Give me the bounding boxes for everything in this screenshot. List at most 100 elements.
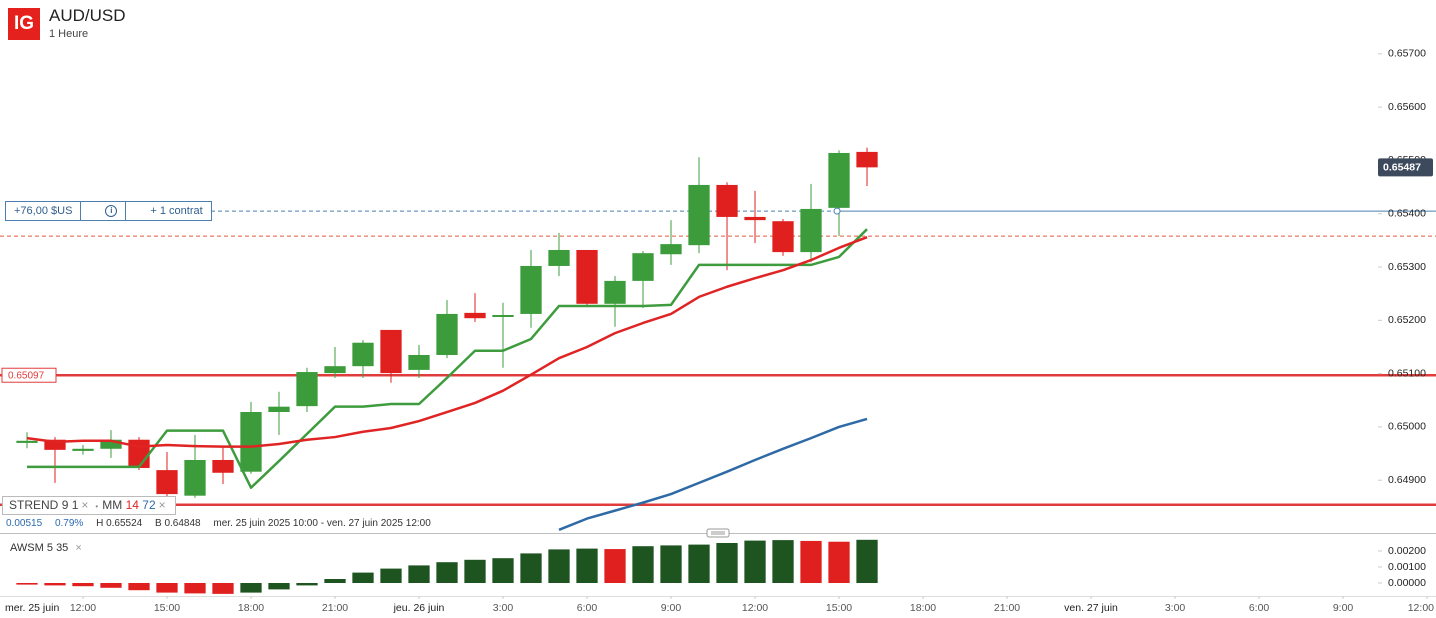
- y-tick-label: 0.64900: [1388, 474, 1426, 486]
- logo: IG: [8, 8, 40, 40]
- remove-button[interactable]: ×: [81, 498, 89, 512]
- legend-param: 9: [61, 498, 69, 512]
- candle-body: [16, 440, 38, 443]
- x-tick-label: 6:00: [577, 602, 598, 614]
- candle-body: [44, 439, 66, 450]
- candle-body: [100, 439, 122, 449]
- y-tick-label: 0.65700: [1388, 48, 1426, 60]
- awsm-bar: [436, 562, 458, 583]
- awsm-bar: [576, 548, 598, 583]
- x-tick-label: 3:00: [493, 602, 514, 614]
- candle-body: [240, 412, 262, 472]
- awsm-bar: [828, 541, 850, 583]
- candle-body: [380, 329, 402, 374]
- x-tick-label: 18:00: [238, 602, 264, 614]
- level-label-box: [1, 367, 57, 383]
- separator: [80, 202, 97, 220]
- position-size: + 1 contrat: [150, 205, 203, 217]
- candle-body: [632, 253, 654, 281]
- awsm-bar: [744, 540, 766, 583]
- legend-name: STREND: [9, 498, 59, 512]
- awsm-bar: [16, 583, 38, 585]
- x-tick-label: 9:00: [661, 602, 682, 614]
- awsm-bar: [772, 540, 794, 583]
- high: H 0.65524: [96, 518, 143, 529]
- position-marker: [833, 207, 841, 215]
- candle-body: [324, 366, 346, 374]
- awsm-bar: [128, 583, 150, 591]
- legend-param: 72: [142, 498, 156, 512]
- awsm-bar: [492, 558, 514, 583]
- y-tick-label: 0.65600: [1388, 101, 1426, 113]
- candle-body: [576, 249, 598, 304]
- range: mer. 25 juin 2025 10:00 - ven. 27 juin 2…: [213, 518, 431, 529]
- legend-param: 1: [71, 498, 79, 512]
- awsm-bar: [156, 583, 178, 593]
- candle-body: [184, 459, 206, 496]
- x-tick-label: 3:00: [1165, 602, 1186, 614]
- awsm-bar: [716, 543, 738, 583]
- x-tick-label: 12:00: [742, 602, 768, 614]
- position-pnl: +76,00 $US: [14, 205, 73, 217]
- position-box[interactable]: +76,00 $US i + 1 contrat: [5, 201, 212, 221]
- indicator-line: [558, 417, 868, 531]
- y-tick-label: 0.65100: [1388, 367, 1426, 379]
- x-tick-label: mer. 25 juin: [5, 602, 59, 614]
- candle-body: [212, 459, 234, 473]
- y-tick-label: 0.00100: [1388, 561, 1426, 573]
- awsm-bar: [520, 553, 542, 583]
- indicator-legend: STREND 9 1 × • MM 14 72 ×: [2, 496, 176, 515]
- pane-resize-handle[interactable]: [706, 528, 730, 538]
- legend-param: 14: [125, 498, 139, 512]
- candle-body: [856, 151, 878, 168]
- awsm-bar: [688, 544, 710, 583]
- symbol: AUD/USD: [49, 6, 126, 25]
- candle-body: [436, 313, 458, 355]
- stats-row: 0.00515 0.79% H 0.65524 B 0.64848 mer. 2…: [6, 518, 441, 529]
- level-label: 0.65097: [8, 370, 45, 381]
- awsm-bar: [352, 572, 374, 583]
- x-tick-label: 6:00: [1249, 602, 1270, 614]
- y-tick-label: 0.65300: [1388, 261, 1426, 273]
- indicator-param: 35: [56, 542, 69, 554]
- separator: [125, 202, 142, 220]
- candle-body: [716, 184, 738, 217]
- candle-body: [268, 406, 290, 413]
- y-tick-label: 0.65200: [1388, 314, 1426, 326]
- candle-body: [72, 448, 94, 451]
- indicator-param: 5: [46, 542, 53, 554]
- interval: 1 Heure: [49, 28, 89, 40]
- candle-body: [296, 372, 318, 407]
- awsm-bar: [72, 583, 94, 587]
- indicator-line: [26, 228, 868, 489]
- awsm-bar: [212, 583, 234, 594]
- candle-body: [744, 216, 766, 221]
- awsm-bar: [632, 546, 654, 583]
- overlay: 0.65097 0.64900 0.65000 0.65100 0.65200 0.653…: [1, 48, 1434, 614]
- awsm-bar: [408, 565, 430, 583]
- candle-body: [352, 342, 374, 367]
- candle-body: [800, 208, 822, 253]
- remove-button[interactable]: ×: [158, 498, 166, 512]
- awsm-bar: [44, 583, 66, 586]
- awsm-bar: [604, 549, 626, 583]
- indicator-name: AWSM: [10, 542, 44, 554]
- indicator-line: [26, 236, 868, 448]
- remove-button[interactable]: ×: [75, 542, 82, 554]
- y-tick-label: 0.65000: [1388, 421, 1426, 433]
- info-icon[interactable]: i: [105, 205, 118, 217]
- awsm-pane: [16, 539, 878, 594]
- x-tick-label: 21:00: [322, 602, 348, 614]
- y-tick-label: 0.00000: [1388, 577, 1426, 589]
- candle-body: [520, 265, 542, 314]
- awsm-bar: [380, 568, 402, 583]
- change: 0.00515: [6, 518, 43, 529]
- candle-body: [660, 244, 682, 255]
- candle-body: [772, 221, 794, 253]
- last-price: 0.65487: [1383, 162, 1421, 174]
- low: B 0.64848: [155, 518, 201, 529]
- price-pane: [0, 147, 1436, 531]
- x-tick-label: ven. 27 juin: [1064, 602, 1118, 614]
